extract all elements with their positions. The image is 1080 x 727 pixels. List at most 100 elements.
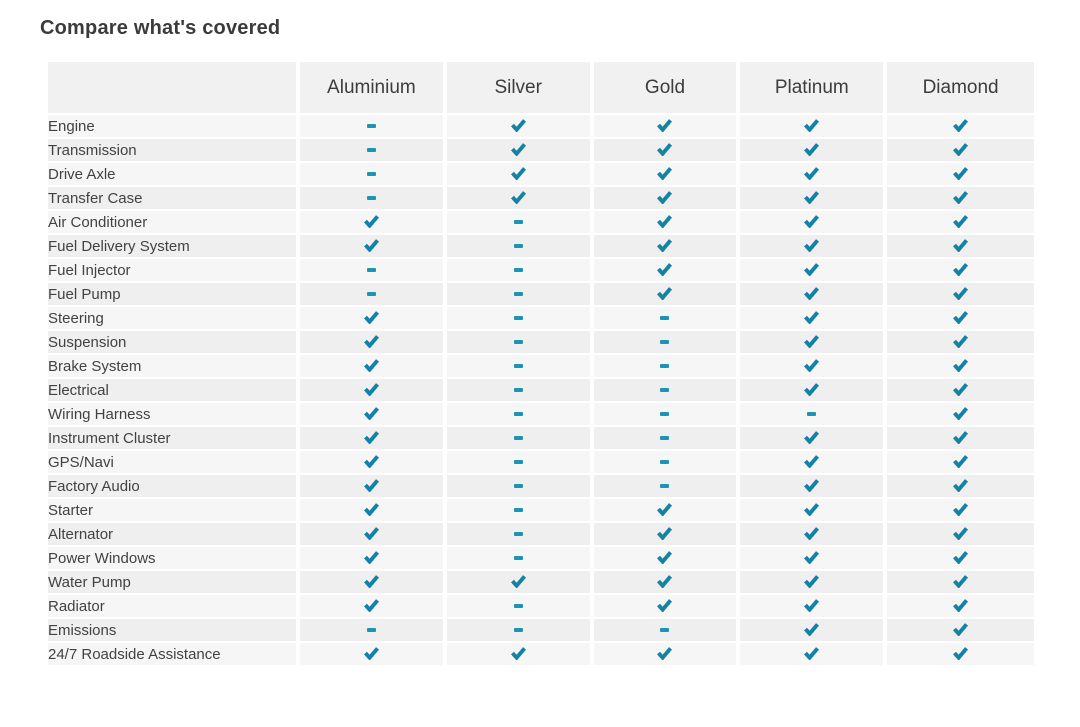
coverage-cell [593, 451, 741, 475]
corner-cell [48, 62, 300, 115]
coverage-cell [740, 163, 888, 187]
coverage-cell [593, 475, 741, 499]
check-icon [363, 551, 379, 565]
coverage-cell [446, 427, 594, 451]
coverage-cell [446, 595, 594, 619]
coverage-cell [593, 235, 741, 259]
coverage-cell [300, 307, 447, 331]
check-icon [510, 191, 526, 205]
check-icon [657, 551, 673, 565]
check-icon [804, 143, 820, 157]
coverage-cell [300, 331, 447, 355]
check-icon [363, 455, 379, 469]
check-icon [804, 623, 820, 637]
coverage-cell [300, 403, 447, 427]
check-icon [363, 647, 379, 661]
check-icon [363, 431, 379, 445]
row-label: Transfer Case [48, 187, 300, 211]
check-icon [657, 191, 673, 205]
row-label: Alternator [48, 523, 300, 547]
coverage-cell [740, 427, 888, 451]
check-icon [804, 455, 820, 469]
check-icon [953, 263, 969, 277]
dash-icon [660, 435, 670, 440]
coverage-cell [593, 547, 741, 571]
coverage-cell [300, 163, 447, 187]
coverage-cell [740, 595, 888, 619]
coverage-cell [446, 331, 594, 355]
check-icon [953, 575, 969, 589]
coverage-cell [740, 475, 888, 499]
check-icon [657, 503, 673, 517]
dash-icon [366, 171, 376, 176]
row-label: Instrument Cluster [48, 427, 300, 451]
check-icon [953, 407, 969, 421]
coverage-cell [740, 643, 888, 667]
check-icon [804, 359, 820, 373]
check-icon [657, 239, 673, 253]
table-row: Steering [48, 307, 1034, 331]
check-icon [804, 263, 820, 277]
coverage-cell [446, 499, 594, 523]
check-icon [804, 215, 820, 229]
table-row: Drive Axle [48, 163, 1034, 187]
column-header-aluminium: Aluminium [300, 62, 447, 115]
table-row: Brake System [48, 355, 1034, 379]
coverage-cell [300, 139, 447, 163]
dash-icon [513, 387, 523, 392]
coverage-cell [887, 139, 1034, 163]
coverage-cell [300, 235, 447, 259]
coverage-cell [446, 283, 594, 307]
check-icon [363, 527, 379, 541]
coverage-cell [740, 355, 888, 379]
row-label: Suspension [48, 331, 300, 355]
dash-icon [513, 267, 523, 272]
table-row: Fuel Injector [48, 259, 1034, 283]
coverage-cell [593, 403, 741, 427]
check-icon [510, 119, 526, 133]
dash-icon [660, 339, 670, 344]
check-icon [363, 215, 379, 229]
check-icon [804, 551, 820, 565]
row-label: Water Pump [48, 571, 300, 595]
table-row: GPS/Navi [48, 451, 1034, 475]
coverage-cell [887, 451, 1034, 475]
check-icon [804, 287, 820, 301]
coverage-cell [446, 163, 594, 187]
dash-icon [366, 291, 376, 296]
coverage-cell [300, 451, 447, 475]
dash-icon [660, 483, 670, 488]
table-row: Factory Audio [48, 475, 1034, 499]
row-label: Power Windows [48, 547, 300, 571]
check-icon [657, 167, 673, 181]
dash-icon [660, 459, 670, 464]
coverage-cell [593, 619, 741, 643]
dash-icon [660, 363, 670, 368]
check-icon [657, 527, 673, 541]
check-icon [657, 599, 673, 613]
coverage-cell [740, 187, 888, 211]
row-label: Radiator [48, 595, 300, 619]
coverage-cell [740, 379, 888, 403]
check-icon [953, 527, 969, 541]
coverage-cell [300, 211, 447, 235]
check-icon [657, 287, 673, 301]
coverage-cell [446, 211, 594, 235]
table-header-row: Aluminium Silver Gold Platinum Diamond [48, 62, 1034, 115]
coverage-cell [740, 331, 888, 355]
coverage-cell [887, 187, 1034, 211]
coverage-cell [446, 139, 594, 163]
coverage-cell [593, 163, 741, 187]
check-icon [953, 383, 969, 397]
page-title: Compare what's covered [40, 17, 281, 39]
dash-icon [513, 219, 523, 224]
coverage-cell [887, 427, 1034, 451]
coverage-cell [446, 571, 594, 595]
check-icon [953, 599, 969, 613]
coverage-cell [300, 643, 447, 667]
coverage-cell [593, 259, 741, 283]
table-row: Instrument Cluster [48, 427, 1034, 451]
check-icon [804, 383, 820, 397]
dash-icon [366, 123, 376, 128]
coverage-cell [593, 283, 741, 307]
